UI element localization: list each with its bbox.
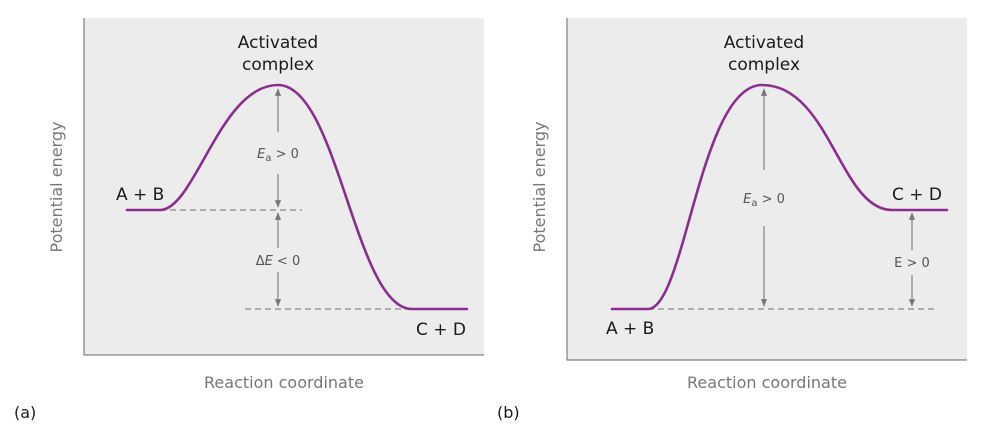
panel-b-peak-label-line1: Activated — [724, 33, 804, 53]
panel-a-x-axis-label: Reaction coordinate — [204, 373, 364, 392]
panel-a-ea-label: Ea > 0 — [257, 147, 299, 164]
panel-a-reactant-label: A + B — [116, 185, 164, 205]
panel-b-product-label: C + D — [892, 185, 942, 205]
panel-b-tag: (b) — [497, 403, 520, 422]
panel-b-energy-curve — [610, 83, 949, 311]
panel-a-energy-curve — [125, 83, 469, 311]
panel-b-axes — [566, 18, 967, 361]
panel-b-e-label: E > 0 — [894, 256, 930, 271]
panel-b-peak-label-line2: complex — [728, 55, 800, 75]
panel-b-ea-label: Ea > 0 — [743, 192, 785, 209]
panel-a-de-label: ΔE < 0 — [256, 254, 301, 269]
panel-a-peak-label-line1: Activated — [238, 33, 318, 53]
panel-b-ea-subscript: a — [751, 198, 757, 209]
panel-a-ea-symbol: E — [257, 147, 266, 162]
panel-b-reactant-label: A + B — [606, 319, 654, 339]
panel-a-product-label: C + D — [416, 320, 466, 340]
panel-a-de-variable: E — [265, 254, 274, 269]
panel-a-axes — [83, 18, 484, 356]
panel-a-peak-label-line2: complex — [242, 55, 314, 75]
panel-a-y-axis-label: Potential energy — [47, 122, 66, 253]
panel-a-ea-subscript: a — [265, 153, 271, 164]
panel-a-ea-relation: > 0 — [271, 147, 298, 162]
panel-b-x-axis-label: Reaction coordinate — [687, 373, 847, 392]
panel-b: Activated complex A + B C + D Ea > 0 E >… — [497, 18, 967, 422]
panel-a: Activated complex A + B C + D Ea > 0 ΔE … — [14, 18, 484, 422]
panel-a-background — [84, 18, 484, 355]
panel-b-ea-relation: > 0 — [757, 192, 784, 207]
panel-a-de-relation: < 0 — [273, 254, 300, 269]
panel-a-de-delta: Δ — [256, 254, 265, 269]
panel-b-ea-symbol: E — [743, 192, 752, 207]
panel-b-y-axis-label: Potential energy — [530, 122, 549, 253]
panel-a-tag: (a) — [14, 403, 36, 422]
